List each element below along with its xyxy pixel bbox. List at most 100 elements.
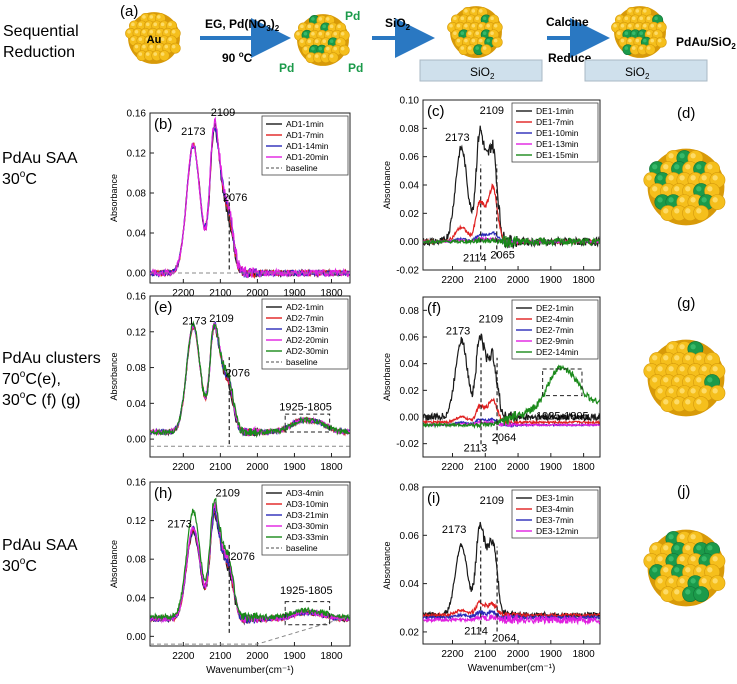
atom-highlight [134, 44, 139, 49]
atom-highlight [493, 38, 498, 43]
y-tick-label-f: 0.06 [400, 333, 420, 344]
atom-highlight [690, 388, 696, 394]
chart-e: 2200 2100 2000 1900 1800 0.00 0.04 0.08 0.12 0.16… [109, 292, 351, 473]
atom-highlight [145, 52, 150, 56]
atom-highlight [460, 46, 465, 50]
region-box-h [284, 601, 331, 626]
atom-highlight [131, 22, 135, 27]
atom-highlight [707, 186, 713, 192]
atom-highlight [620, 23, 625, 28]
peak-label-c: 2114 [463, 253, 487, 265]
atom-highlight [663, 208, 669, 214]
x-tick-label-f: 2200 [441, 462, 464, 473]
row-label-2-line-1: PdAu clusters [2, 350, 101, 367]
atom-highlight [646, 31, 651, 36]
atom-highlight [631, 46, 636, 50]
y-tick-label-b: 0.00 [127, 269, 147, 280]
atom-highlight [326, 31, 330, 36]
legend-entry-b: AD1-1min [286, 119, 324, 129]
chart-b: 2200 2100 2000 1900 1800 0.00 0.04 0.08 0.12 0.16… [109, 107, 351, 299]
atom-highlight [701, 388, 707, 394]
atom-highlight [631, 16, 636, 21]
y-axis-label-h: Absorbance [109, 540, 119, 588]
x-tick-label-i: 1900 [540, 649, 563, 660]
atom-highlight [624, 31, 629, 36]
atom-highlight [300, 24, 304, 29]
atom-highlight [164, 29, 169, 34]
peak-label-c: 2173 [445, 132, 469, 144]
x-tick-label-b: 2200 [172, 288, 195, 299]
panel-label-b: (b) [154, 116, 172, 133]
atom-highlight [329, 39, 334, 44]
x-tick-label-c: 2000 [507, 275, 530, 286]
x-tick-label-f: 2100 [474, 462, 497, 473]
atom-highlight [663, 399, 669, 405]
series-group-f [423, 333, 600, 429]
atom-highlight [657, 175, 663, 181]
atom-highlight [696, 567, 702, 573]
peak-label-e: 1925-1805 [279, 401, 332, 413]
substrate-2 [584, 59, 708, 82]
atom-highlight [685, 377, 691, 383]
au-label: Au [147, 34, 162, 46]
atom-highlight [467, 46, 472, 50]
atom-highlight [679, 197, 685, 203]
atom-highlight [690, 556, 696, 562]
atom-highlight [696, 377, 702, 383]
y-tick-label-i: 0.06 [400, 531, 420, 542]
atom-highlight [471, 38, 476, 43]
legend-entry-c: DE1-15min [536, 150, 579, 160]
atom-highlight [467, 31, 472, 36]
series-group-c [423, 125, 600, 249]
y-tick-label-h: 0.16 [127, 478, 147, 489]
atom-highlight [157, 29, 161, 34]
pd-label-right: Pd [348, 61, 363, 75]
legend-entry-f: DE2-4min [536, 314, 574, 324]
atom-highlight [657, 23, 662, 28]
legend-entry-b: AD1-20min [286, 152, 329, 162]
x-tick-label-f: 2000 [507, 462, 530, 473]
atom-highlight [696, 589, 702, 595]
atom-highlight [646, 175, 652, 181]
atom-highlight [663, 545, 669, 551]
scheme-title-line-2: Reduction [3, 44, 75, 61]
particle-model-2 [643, 339, 726, 417]
y-axis-label-e: Absorbance [109, 352, 119, 400]
series-group-b [150, 116, 350, 279]
atom-highlight [690, 344, 696, 350]
legend-e [261, 298, 349, 370]
atom-highlight [646, 556, 652, 562]
atom-highlight [482, 16, 487, 21]
au-atom [709, 385, 726, 401]
atom-highlight [464, 23, 468, 28]
particle-label-3: (j) [677, 483, 690, 500]
legend-entry-e: baseline [286, 357, 318, 367]
series-line-f-5 [423, 364, 600, 429]
y-tick-label-i: 0.08 [400, 483, 420, 494]
legend-entry-i: DE3-7min [536, 515, 574, 525]
x-tick-label-c: 1800 [572, 275, 595, 286]
au-atom [169, 42, 181, 54]
atom-highlight [307, 24, 312, 29]
step1-temperature: 90 oC [222, 50, 253, 65]
chart-c: 2200 2100 2000 1900 1800 -0.02 0.00 0.02 0.04 0.0… [382, 96, 601, 286]
au-atom [327, 52, 339, 64]
peak-label-e: 2076 [226, 368, 250, 380]
atom-highlight [685, 186, 691, 192]
legend-entry-f: DE2-7min [536, 325, 574, 335]
atom-highlight [685, 355, 691, 361]
atom-highlight [475, 16, 480, 21]
atom-highlight [707, 164, 713, 170]
atom-highlight [613, 23, 617, 28]
atom-highlight [696, 164, 702, 170]
charts: 2200 2100 2000 1900 1800 0.00 0.04 0.08 0.12 0.16… [109, 96, 601, 676]
x-tick-label-i: 2000 [507, 649, 530, 660]
atom-highlight [701, 556, 707, 562]
y-tick-label-c: 0.04 [400, 181, 420, 192]
legend-entry-b: baseline [286, 163, 318, 173]
x-tick-label-b: 1800 [320, 288, 343, 299]
pd-label-top: Pd [345, 9, 360, 23]
au-atom [338, 44, 350, 56]
y-tick-label-b: 0.08 [127, 189, 147, 200]
